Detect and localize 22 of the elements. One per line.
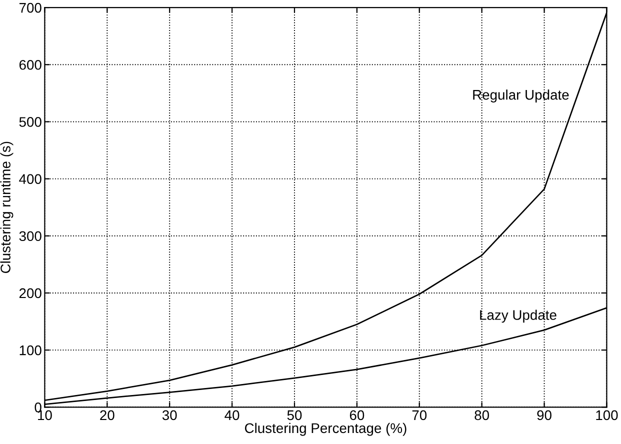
x-axis-title: Clustering Percentage (%) [244, 422, 406, 436]
y-tick-label: 600 [19, 60, 42, 70]
y-tick-label: 300 [19, 231, 42, 242]
x-tick-label: 100 [596, 410, 618, 420]
x-tick-label: 50 [287, 410, 302, 420]
x-tick-label: 70 [412, 410, 427, 420]
y-tick-label: 700 [19, 2, 42, 13]
y-tick-label: 100 [20, 345, 42, 356]
y-tick-label: 0 [34, 402, 42, 412]
x-tick-label: 20 [100, 410, 114, 420]
x-tick-label: 90 [537, 410, 552, 420]
x-tick-label: 30 [162, 410, 177, 420]
x-tick-label: 80 [474, 410, 490, 420]
x-tick-label: 40 [224, 410, 240, 420]
x-tick-label: 10 [38, 410, 52, 420]
y-tick-label: 500 [19, 117, 42, 127]
y-tick-label: 200 [19, 288, 42, 298]
y-tick-label: 400 [19, 174, 42, 184]
series-label: Lazy Update [480, 310, 556, 323]
x-tick-label: 60 [350, 410, 364, 420]
series-label: Regular Update [473, 90, 569, 102]
y-axis-title: Clustering runtime (s) [0, 142, 14, 274]
